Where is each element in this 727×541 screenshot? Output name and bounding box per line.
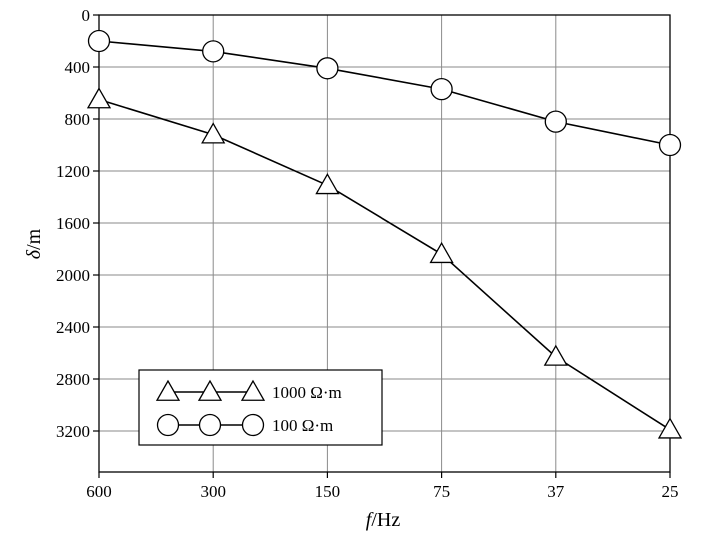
y-tick-label: 3200 [56,422,90,441]
legend-entry: 1000 Ω·m [155,379,342,402]
series-line [98,40,671,146]
y-axis-unit: /m [23,228,45,250]
series-circle [87,29,682,157]
legend: 1000 Ω·m 100 Ω·m [138,369,383,446]
legend-triangle-marker [155,379,181,401]
circle-data-point [544,110,567,133]
y-axis-variable: δ [23,249,45,259]
legend-triangle-marker [197,379,223,401]
legend-circle-marker [198,413,222,437]
y-tick-label: 1200 [56,162,90,181]
y-tick-label: 1600 [56,214,90,233]
x-tick-label: 600 [86,482,112,501]
y-tick-label: 2400 [56,318,90,337]
triangle-data-point [543,344,568,366]
series-layer [86,29,683,439]
legend-circle-marker [241,413,265,437]
triangle-data-point [657,417,683,439]
x-tick-label: 25 [662,482,679,501]
series-line [98,98,671,431]
circle-data-point [87,29,111,53]
plot-frame [98,14,671,473]
x-tick-label: 150 [315,482,341,501]
circle-data-point [658,133,682,157]
x-tick-label: 300 [200,482,226,501]
circle-data-point [430,77,453,101]
x-axis-ticks: 600 300 150 75 37 25 [86,472,679,501]
y-tick-label: 800 [65,110,91,129]
triangle-data-point [86,87,112,109]
circle-data-point [316,57,339,80]
triangle-data-point [201,122,226,144]
legend-label: 100 Ω·m [272,416,333,435]
y-axis-title: δ/m [23,228,45,259]
y-tick-label: 2000 [56,266,90,285]
y-tick-label: 400 [65,58,91,77]
legend-entries: 1000 Ω·m 100 Ω·m [155,379,342,437]
circle-data-point [202,40,225,63]
legend-box [138,369,383,446]
legend-triangle-marker [240,379,266,401]
x-axis-title: f/Hz [366,509,401,531]
x-tick-label: 75 [433,482,450,501]
legend-entry: 100 Ω·m [156,413,333,437]
legend-circle-marker [156,413,180,437]
x-axis-variable: f [366,509,374,531]
legend-label: 1000 Ω·m [272,383,342,402]
y-tick-label: 2800 [56,370,90,389]
x-axis-unit: /Hz [371,509,400,531]
triangle-data-point [315,172,340,195]
x-tick-label: 37 [547,482,565,501]
triangle-data-point [429,241,454,264]
series-triangle [86,87,683,439]
y-tick-label: 0 [82,6,91,25]
y-axis-ticks: 0 400 800 1200 1600 2000 2400 2800 3200 [56,6,99,441]
